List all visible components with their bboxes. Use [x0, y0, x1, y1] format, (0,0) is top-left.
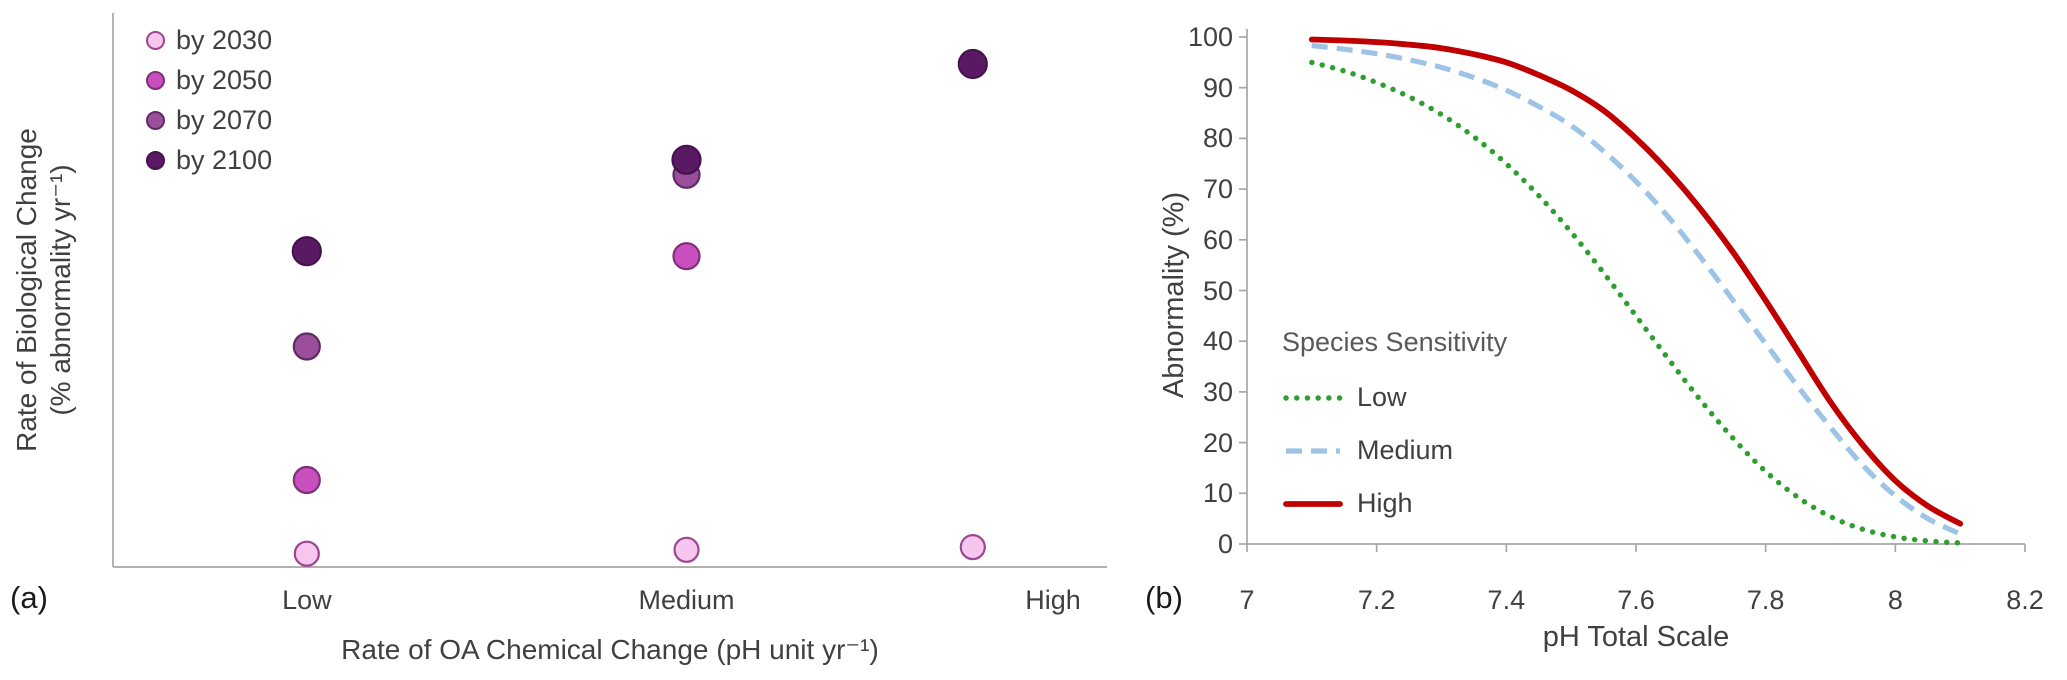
- panel-b-y-tick-label-70: 70: [1202, 174, 1233, 205]
- panel-b-y-tick-label-80: 80: [1202, 123, 1233, 154]
- panel-b-legend: Species Sensitivity Low Medium High: [1282, 327, 1508, 518]
- panel-a-legend-label: by 2030: [176, 24, 273, 55]
- panel-b-legend-item-medium: Medium: [1282, 424, 1453, 477]
- panel-a-y-axis-title-line1: Rate of Biological Change: [11, 128, 42, 452]
- panel-a-legend-item-by-2050: by 2050: [146, 60, 272, 100]
- data-point-by-2100: [671, 144, 702, 175]
- data-point-by-2070: [292, 332, 321, 361]
- panel-b-y-tick-label-90: 90: [1202, 72, 1233, 103]
- legend-circle-icon: [146, 110, 165, 130]
- legend-circle-icon: [146, 30, 165, 50]
- panel-b-x-tick-label-7.6: 7.6: [1617, 585, 1655, 615]
- curve-high: [1308, 36, 1964, 527]
- panel-b-x-tick-label-7: 7: [1239, 585, 1255, 615]
- panel-b-y-tick-label-30: 30: [1202, 376, 1233, 407]
- panel-a-legend-label: by 2050: [176, 64, 273, 95]
- panel-b-y-tick-label-60: 60: [1202, 224, 1233, 255]
- legend-line-sample-icon: [1286, 447, 1340, 454]
- panel-b-label: (b): [1145, 580, 1183, 615]
- panel-a-x-axis-title: Rate of OA Chemical Change (pH unit yr⁻¹…: [341, 634, 879, 665]
- panel-b-y-tick-label-0: 0: [1217, 529, 1233, 559]
- panel-a-x-tick-label-low: Low: [282, 585, 332, 615]
- panel-b-legend-item-low: Low: [1282, 371, 1453, 424]
- data-point-by-2030: [673, 536, 700, 563]
- panel-a-legend-item-by-2070: by 2070: [146, 100, 272, 140]
- panel-a-y-axis-title: Rate of Biological Change (% abnormality…: [10, 0, 86, 590]
- curve-low: [1309, 59, 1963, 546]
- data-point-by-2100: [291, 236, 322, 267]
- panel-b-legend-title: Species Sensitivity: [1282, 327, 1508, 357]
- panel-a-legend-item-by-2030: by 2030: [146, 20, 272, 60]
- panel-b-legend-item-high: High: [1282, 477, 1453, 530]
- panel-b-legend-label: High: [1357, 488, 1413, 518]
- panel-a-legend: by 2030 by 2050 by 2070 by 2100: [146, 20, 272, 180]
- panel-b-x-tick-label-7.4: 7.4: [1487, 585, 1526, 615]
- panel-a-y-axis-title-line2: (% abnormality yr⁻¹): [45, 164, 76, 416]
- legend-line-sample-icon: [1283, 500, 1343, 507]
- panel-b-y-tick-label-100: 100: [1187, 22, 1233, 52]
- panel-b-legend-label: Medium: [1357, 435, 1454, 465]
- panel-b-x-tick-label-7.2: 7.2: [1357, 585, 1396, 615]
- panel-b-y-tick-label-10: 10: [1202, 478, 1233, 509]
- panel-b-legend-label: Low: [1357, 382, 1407, 412]
- panel-a-legend-label: by 2100: [176, 144, 273, 175]
- data-point-by-2100: [957, 48, 988, 80]
- panel-b-y-tick-label-50: 50: [1202, 275, 1233, 306]
- data-point-by-2030: [959, 533, 986, 561]
- panel-a-legend-label: by 2070: [176, 104, 273, 135]
- curve-medium: [1311, 43, 1962, 537]
- panel-b-x-tick-label-8.2: 8.2: [2006, 585, 2044, 615]
- panel-b-x-tick-label-8: 8: [1887, 585, 1903, 615]
- panel-a-x-tick-label-high: High: [1025, 585, 1081, 615]
- panel-b-x-axis-title: pH Total Scale: [1542, 621, 1730, 653]
- data-point-by-2050: [672, 242, 701, 271]
- legend-circle-icon: [146, 150, 165, 170]
- panel-a-label: (a): [10, 580, 48, 615]
- legend-line-sample-icon: [1283, 394, 1343, 401]
- data-point-by-2030: [293, 540, 320, 567]
- panel-b-y-tick-label-20: 20: [1202, 427, 1233, 458]
- panel-b-x-tick-label-7.8: 7.8: [1746, 585, 1785, 615]
- panel-a-x-tick-label-medium: Medium: [638, 585, 735, 615]
- panel-b-y-tick-label-40: 40: [1202, 326, 1233, 357]
- data-point-by-2050: [292, 465, 321, 495]
- panel-a-legend-item-by-2100: by 2100: [146, 140, 272, 180]
- legend-circle-icon: [146, 70, 165, 90]
